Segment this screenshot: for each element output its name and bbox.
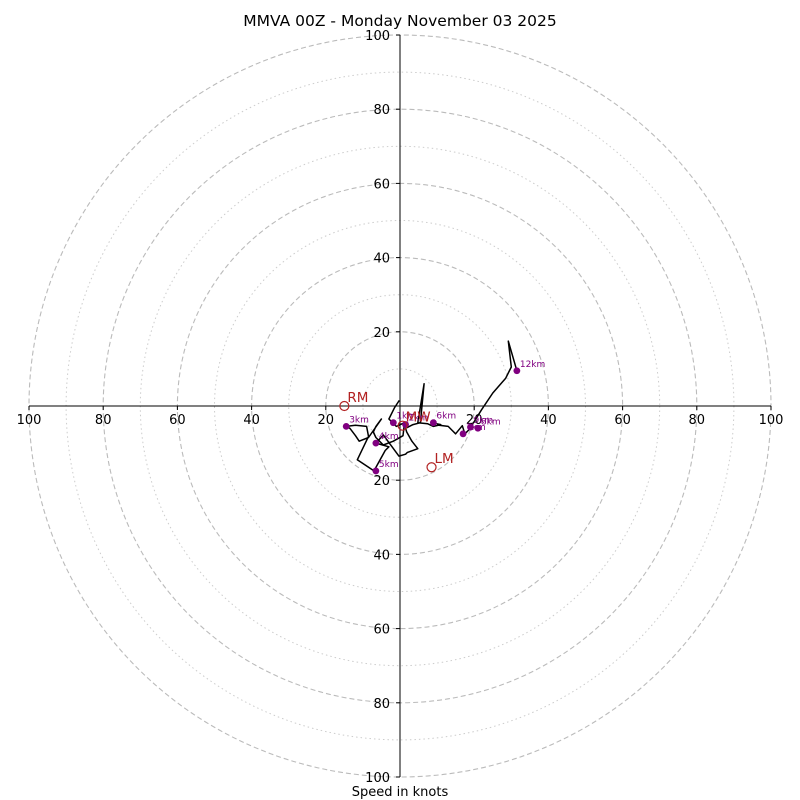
x-tick-label: 60 (614, 413, 631, 428)
y-tick-label: 60 (373, 177, 390, 192)
x-tick-label: 40 (243, 413, 260, 428)
height-marker-label-5km: 5km (379, 460, 399, 470)
y-tick-label: 20 (373, 326, 390, 341)
y-tick-label: 100 (365, 771, 390, 786)
x-tick-label: 100 (759, 413, 784, 428)
height-marker-label-9km: 9km (473, 416, 493, 426)
height-marker-9km (467, 423, 474, 431)
height-marker-5km (372, 467, 380, 475)
x-tick-label: 20 (318, 413, 335, 428)
rm-motion-marker (339, 400, 350, 412)
lm-motion-marker (426, 462, 437, 473)
height-marker-label-4km: 4km (379, 432, 399, 442)
height-marker-12km (513, 367, 521, 375)
x-tick-labels: 100 80 60 40 20 20 40 60 80 100 (17, 406, 784, 428)
y-tick-label: 60 (373, 623, 390, 638)
x-axis-label: Speed in knots (352, 785, 449, 800)
height-marker-1km (389, 419, 397, 427)
y-tick-label: 20 (373, 474, 390, 489)
chart-axes (29, 35, 771, 777)
storm-motion-markers: RM LM MW (339, 390, 454, 473)
height-marker-4km (372, 439, 380, 447)
height-marker-label-2km: 2km (409, 414, 429, 424)
y-tick-label: 40 (373, 548, 390, 563)
height-marker-7km (459, 430, 467, 438)
y-tick-labels: 100 80 60 40 20 20 40 60 80 100 (365, 29, 400, 786)
wind-profile-line (345, 340, 518, 472)
height-marker-label-8km: 8km (481, 417, 501, 427)
height-marker-8km (474, 424, 482, 432)
chart-title: MMVA 00Z - Monday November 03 2025 (243, 12, 556, 30)
height-marker-label-12km: 12km (520, 360, 545, 370)
height-markers: 1km2km3km4km5km6km7km8km9km12km (342, 360, 545, 475)
x-tick-label: 100 (17, 413, 42, 428)
height-marker-label-6km: 6km (436, 412, 456, 422)
x-tick-label: 80 (95, 413, 112, 428)
height-marker-3km (342, 423, 350, 430)
y-tick-label: 100 (365, 29, 390, 44)
y-tick-label: 80 (373, 697, 390, 712)
height-marker-label-3km: 3km (349, 415, 369, 425)
x-tick-label: 40 (540, 413, 557, 428)
rm-motion-label: RM (347, 390, 368, 406)
mw-motion-marker (397, 420, 408, 431)
y-tick-label: 40 (373, 252, 390, 267)
x-tick-label: 80 (689, 413, 706, 428)
hodograph-trace (345, 340, 518, 472)
lm-motion-label: LM (435, 451, 454, 467)
x-tick-label: 60 (169, 413, 186, 428)
mw-motion-label: MW (406, 410, 431, 426)
y-tick-label: 80 (373, 103, 390, 118)
height-marker-6km (429, 419, 437, 427)
height-marker-label-1km: 1km (396, 412, 416, 422)
